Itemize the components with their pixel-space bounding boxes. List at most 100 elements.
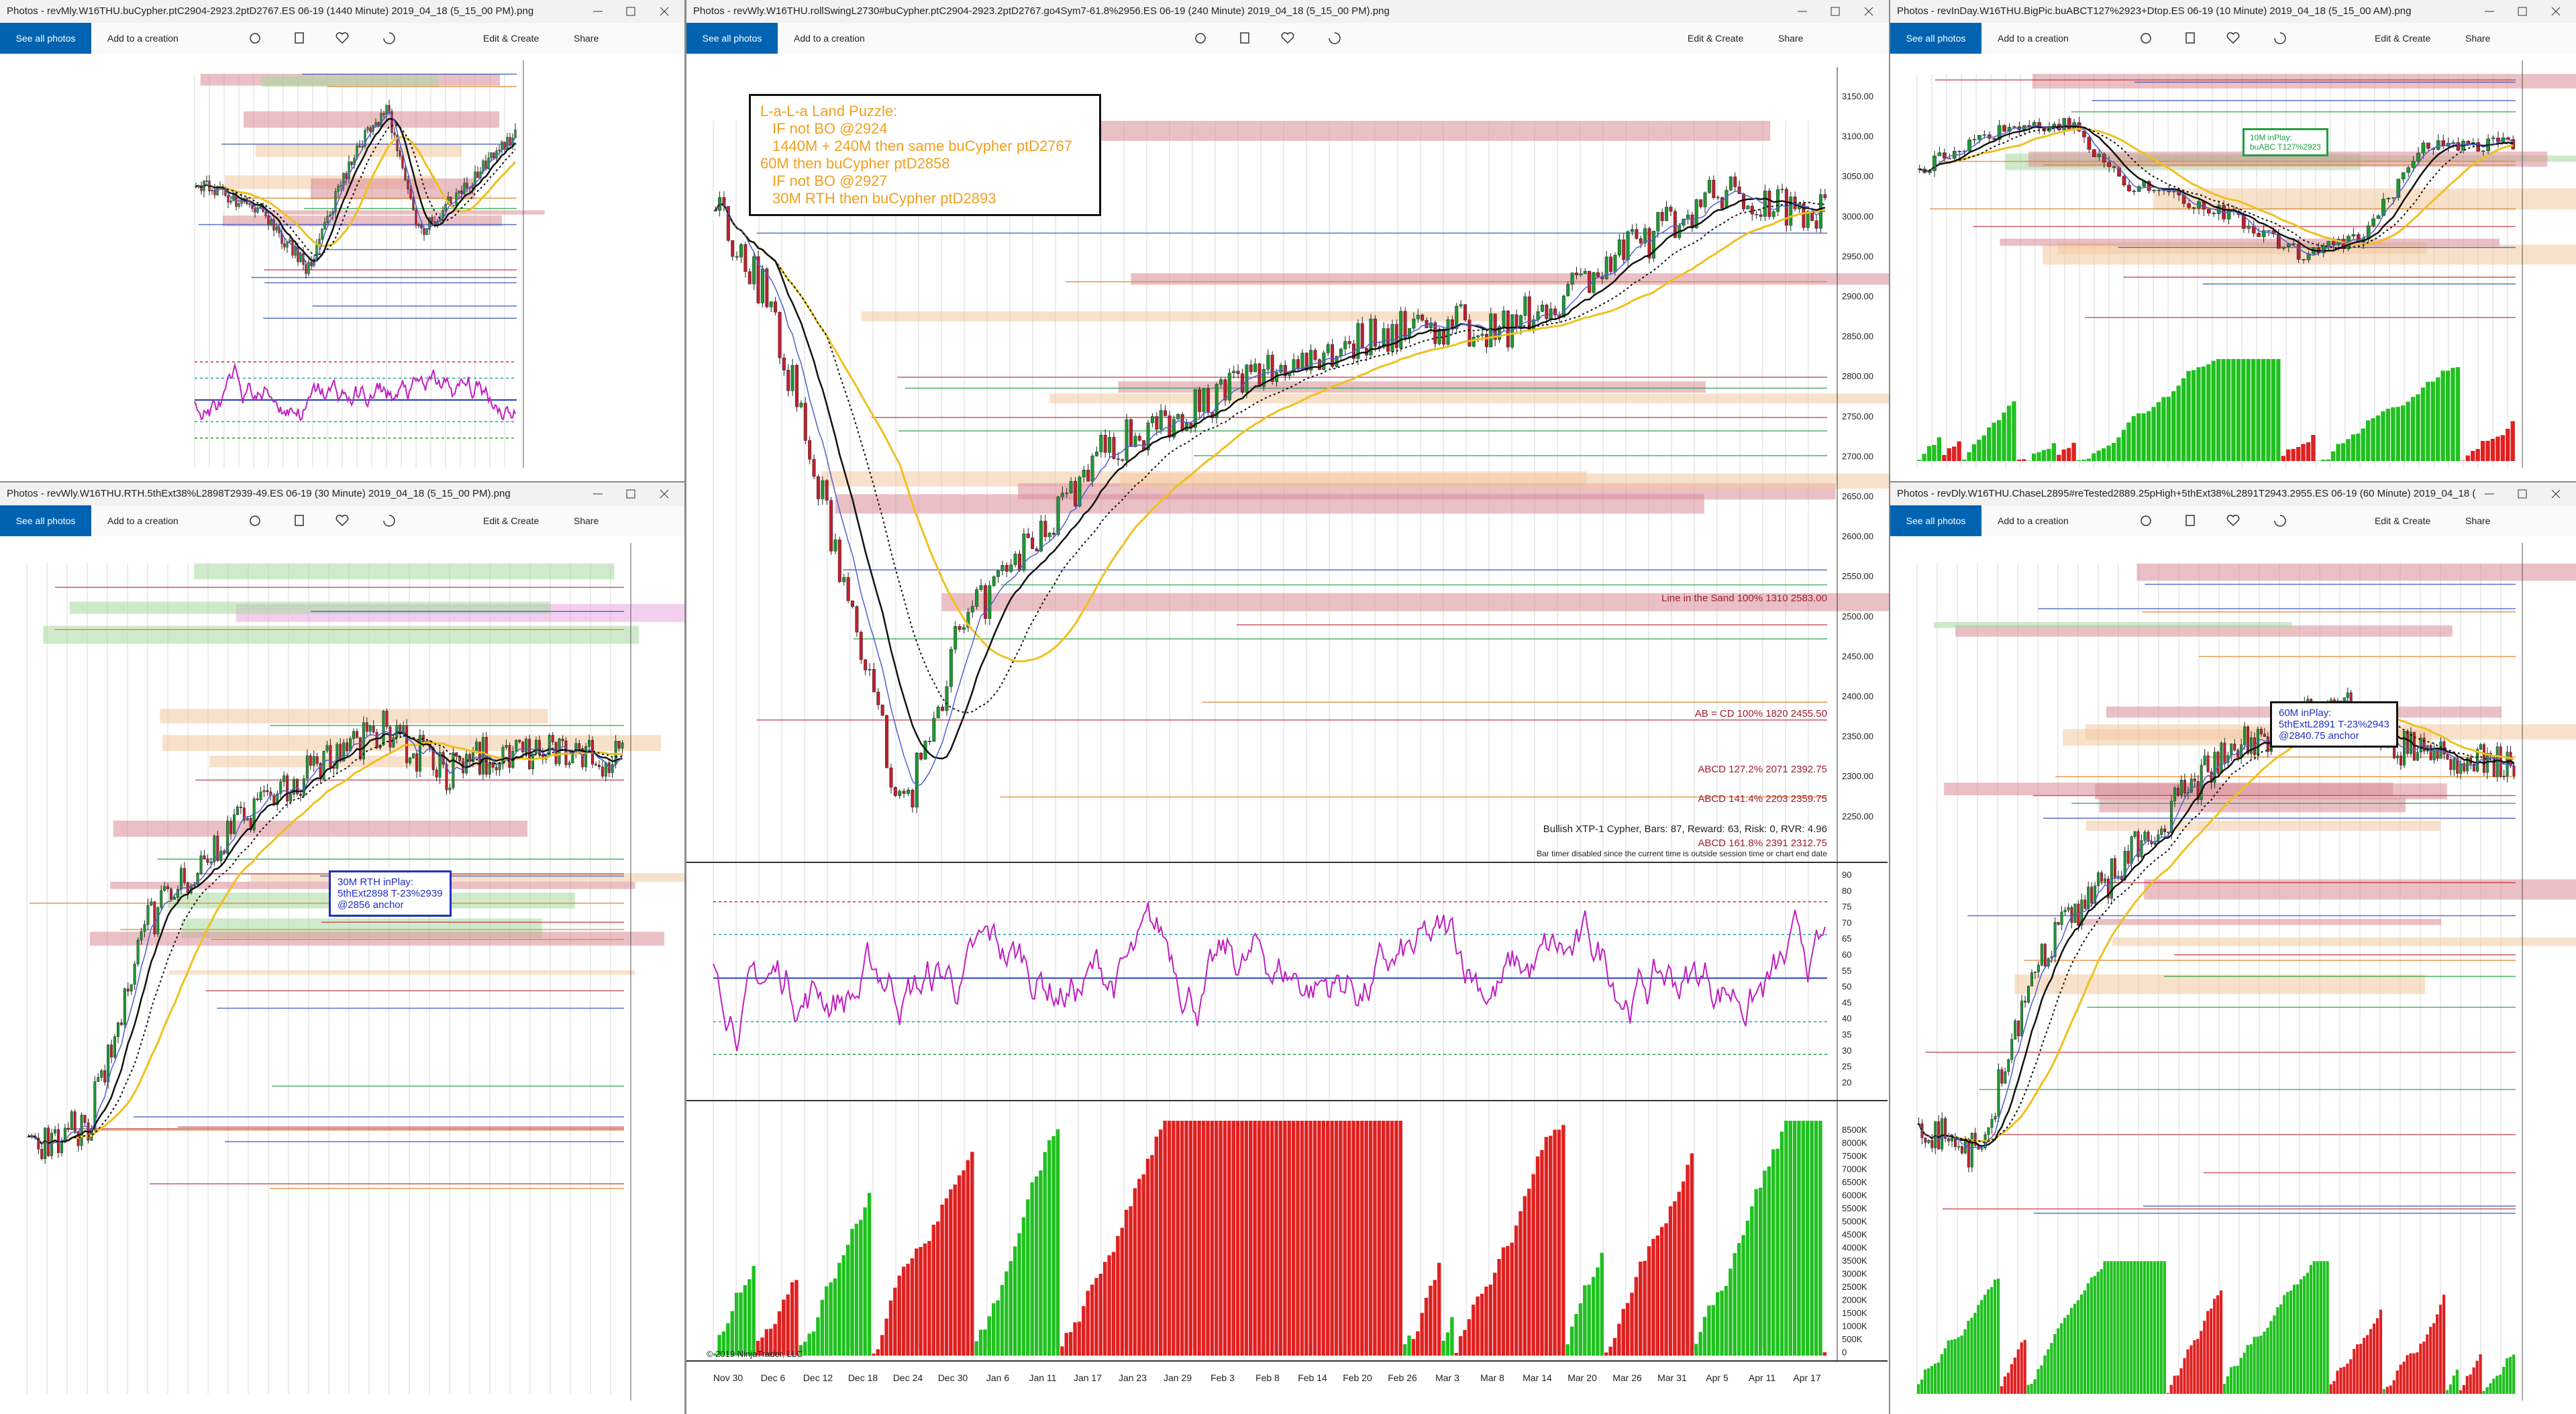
volume-bar xyxy=(2076,460,2081,461)
candle xyxy=(1592,272,1596,293)
candle xyxy=(1253,363,1257,372)
candle xyxy=(1215,384,1219,419)
see-all-photos-button[interactable]: See all photos xyxy=(1890,505,1981,536)
candle xyxy=(2010,1039,2014,1060)
maximize-button[interactable] xyxy=(626,7,635,16)
volume-bar xyxy=(1407,1335,1411,1356)
zoom-icon[interactable] xyxy=(2141,515,2151,526)
close-button[interactable] xyxy=(2551,7,2561,16)
edit-create-button[interactable]: Edit & Create xyxy=(483,515,539,526)
volume-bar xyxy=(1514,1225,1518,1356)
delete-icon[interactable] xyxy=(295,515,304,526)
candle xyxy=(140,931,143,941)
candle xyxy=(264,211,267,216)
candle xyxy=(1707,180,1711,193)
zoom-icon[interactable] xyxy=(2141,33,2151,44)
delete-icon[interactable] xyxy=(1240,32,1249,44)
volume-bar xyxy=(2349,1359,2353,1394)
maximize-button[interactable] xyxy=(626,489,635,499)
rotate-icon[interactable] xyxy=(383,515,395,527)
favorite-icon[interactable] xyxy=(336,32,349,44)
favorite-icon[interactable] xyxy=(2226,515,2240,527)
volume-bar xyxy=(2171,391,2176,461)
volume-bar xyxy=(2023,1340,2026,1394)
edit-create-button[interactable]: Edit & Create xyxy=(483,33,539,44)
volume-bar xyxy=(1445,1332,1450,1356)
close-button[interactable] xyxy=(660,7,669,16)
volume-bar xyxy=(1977,1305,1980,1394)
add-to-creation-button[interactable]: Add to a creation xyxy=(1998,33,2069,44)
candle xyxy=(1643,228,1647,244)
rotate-icon[interactable] xyxy=(2274,32,2286,44)
candle xyxy=(1943,152,1947,159)
volume-bar xyxy=(2186,1349,2189,1394)
see-all-photos-button[interactable]: See all photos xyxy=(0,505,91,536)
zoom-icon[interactable] xyxy=(250,33,260,44)
candle xyxy=(1309,350,1313,371)
volume-bar xyxy=(1390,1121,1394,1356)
volume-bar xyxy=(1098,1273,1103,1356)
rotate-icon[interactable] xyxy=(2274,515,2286,527)
volume-bar xyxy=(2306,1272,2310,1394)
volume-bar xyxy=(2462,1384,2465,1394)
rotate-icon[interactable] xyxy=(383,32,395,44)
see-all-photos-button[interactable]: See all photos xyxy=(1890,23,1981,54)
add-to-creation-button[interactable]: Add to a creation xyxy=(794,33,865,44)
volume-bar xyxy=(2445,370,2451,461)
candle xyxy=(1553,308,1557,315)
zoom-icon[interactable] xyxy=(250,515,260,526)
candle xyxy=(193,885,196,887)
edit-create-button[interactable]: Edit & Create xyxy=(1688,33,1744,44)
zoom-icon[interactable] xyxy=(1195,33,1206,44)
volume-bar xyxy=(1733,1253,1737,1356)
volume-bar xyxy=(2040,1365,2043,1394)
maximize-button[interactable] xyxy=(2518,7,2527,16)
volume-bar xyxy=(2163,1261,2166,1394)
volume-bar xyxy=(1176,1121,1180,1356)
favorite-icon[interactable] xyxy=(1281,32,1294,44)
share-button[interactable]: Share xyxy=(574,33,599,44)
see-all-photos-button[interactable]: See all photos xyxy=(0,23,91,54)
candle xyxy=(2466,758,2469,772)
share-button[interactable]: Share xyxy=(2465,33,2491,44)
add-to-creation-button[interactable]: Add to a creation xyxy=(107,515,178,526)
share-button[interactable]: Share xyxy=(1778,33,1804,44)
fib-level-label: ABCD 161.8% 2391 2312.75 xyxy=(1698,838,1827,849)
edit-create-button[interactable]: Edit & Create xyxy=(2375,33,2431,44)
volume-bar xyxy=(1961,459,1967,461)
candle xyxy=(1390,323,1394,352)
close-button[interactable] xyxy=(2551,489,2561,499)
close-button[interactable] xyxy=(660,489,669,499)
volume-bar xyxy=(876,1349,880,1356)
volume-bar xyxy=(1266,1121,1270,1356)
candle xyxy=(531,753,535,769)
candle xyxy=(2213,752,2216,783)
maximize-button[interactable] xyxy=(2518,489,2527,499)
add-to-creation-button[interactable]: Add to a creation xyxy=(107,33,178,44)
delete-icon[interactable] xyxy=(295,32,304,44)
add-to-creation-button[interactable]: Add to a creation xyxy=(1998,515,2069,526)
rotate-icon[interactable] xyxy=(1329,32,1341,44)
share-button[interactable]: Share xyxy=(574,515,599,526)
candle xyxy=(2216,752,2220,774)
favorite-icon[interactable] xyxy=(336,515,349,527)
volume-bar xyxy=(2455,367,2461,461)
edit-create-button[interactable]: Edit & Create xyxy=(2375,515,2431,526)
maximize-button[interactable] xyxy=(1831,7,1840,16)
volume-bar xyxy=(983,1329,987,1356)
volume-bar xyxy=(1398,1121,1402,1356)
candle xyxy=(992,576,996,586)
volume-bar xyxy=(2149,1261,2153,1394)
close-button[interactable] xyxy=(1864,7,1873,16)
candle xyxy=(342,742,346,762)
candle xyxy=(2512,766,2516,776)
candle xyxy=(2281,246,2286,249)
share-button[interactable]: Share xyxy=(2465,515,2491,526)
favorite-icon[interactable] xyxy=(2226,32,2240,44)
delete-icon[interactable] xyxy=(2185,515,2195,526)
candle xyxy=(1382,328,1386,348)
delete-icon[interactable] xyxy=(2185,32,2195,44)
volume-bar xyxy=(2131,416,2136,461)
see-all-photos-button[interactable]: See all photos xyxy=(686,23,778,54)
candle xyxy=(2136,831,2140,857)
